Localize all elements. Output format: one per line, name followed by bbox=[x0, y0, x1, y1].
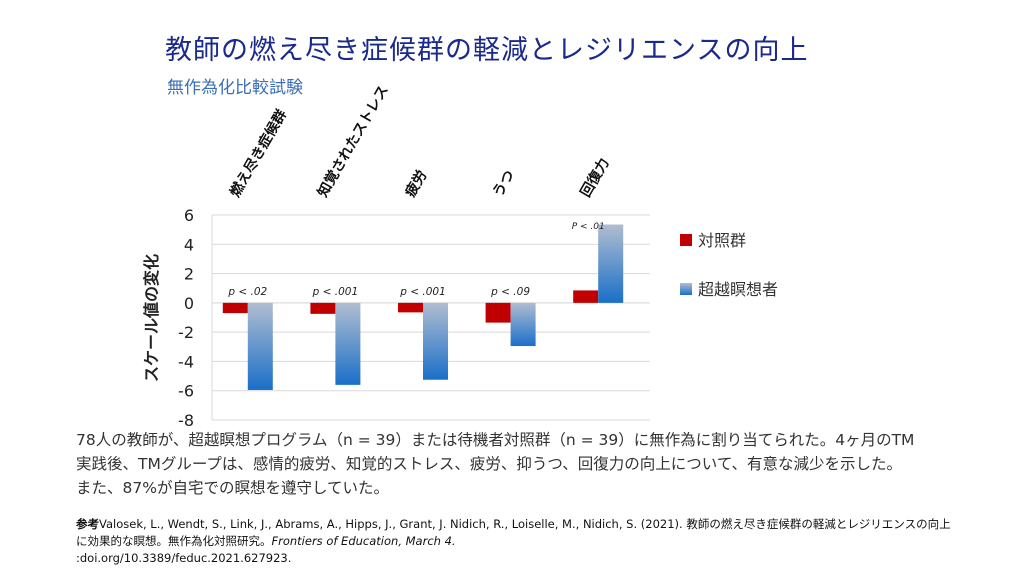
p-value-label: p < .001 bbox=[399, 286, 446, 298]
legend-label: 超越瞑想者 bbox=[698, 280, 778, 299]
page-title: 教師の燃え尽き症候群の軽減とレジリエンスの向上 bbox=[165, 35, 809, 66]
y-tick-label: -4 bbox=[178, 352, 194, 371]
p-value-label: p < .001 bbox=[312, 286, 359, 298]
y-tick-label: 6 bbox=[184, 206, 194, 225]
y-tick-label: 4 bbox=[184, 235, 194, 254]
bar-tm bbox=[510, 302, 536, 347]
reference-label: 参考 bbox=[76, 517, 99, 531]
reference-journal: Frontiers of Education, March 4. bbox=[271, 534, 456, 548]
y-tick-label: 2 bbox=[184, 265, 194, 284]
y-axis-label: スケール値の変化 bbox=[142, 254, 161, 382]
reference: 参考Valosek, L., Wendt, S., Link, J., Abra… bbox=[76, 516, 956, 567]
p-value-label: P < .01 bbox=[572, 222, 605, 232]
bar-control bbox=[222, 302, 248, 314]
reference-doi: :doi.org/10.3389/feduc.2021.627923. bbox=[76, 551, 292, 565]
y-tick-label: -8 bbox=[178, 411, 194, 430]
y-tick-label: -6 bbox=[178, 382, 194, 401]
legend-label: 対照群 bbox=[698, 231, 746, 250]
bar-control bbox=[573, 290, 599, 303]
x-category-label: 回復力 bbox=[577, 155, 613, 200]
legend-swatch bbox=[680, 283, 692, 295]
x-category-label: 知覚されたストレス bbox=[314, 82, 392, 200]
p-value-label: p < .09 bbox=[490, 286, 530, 298]
bar-tm bbox=[335, 302, 361, 385]
x-category-label: 燃え尽き症候群 bbox=[227, 107, 291, 200]
bar-tm bbox=[247, 302, 273, 390]
x-category-label: うつ bbox=[490, 168, 518, 200]
bar-control bbox=[398, 302, 423, 313]
x-category-label: 疲労 bbox=[402, 167, 431, 200]
y-tick-label: 0 bbox=[184, 294, 194, 313]
y-tick-label: -2 bbox=[178, 323, 194, 342]
page-subtitle: 無作為化比較試験 bbox=[167, 78, 303, 98]
bar-tm bbox=[423, 302, 448, 380]
bar-tm bbox=[598, 224, 624, 303]
bar-control bbox=[485, 302, 511, 323]
legend-swatch bbox=[680, 234, 692, 246]
study-description: 78人の教師が、超越瞑想プログラム（n = 39）または待機者対照群（n = 3… bbox=[76, 431, 915, 497]
bar-control bbox=[310, 302, 336, 314]
p-value-label: p < .02 bbox=[227, 286, 267, 298]
reference-authors: Valosek, L., Wendt, S., Link, J., Abrams… bbox=[76, 517, 951, 548]
